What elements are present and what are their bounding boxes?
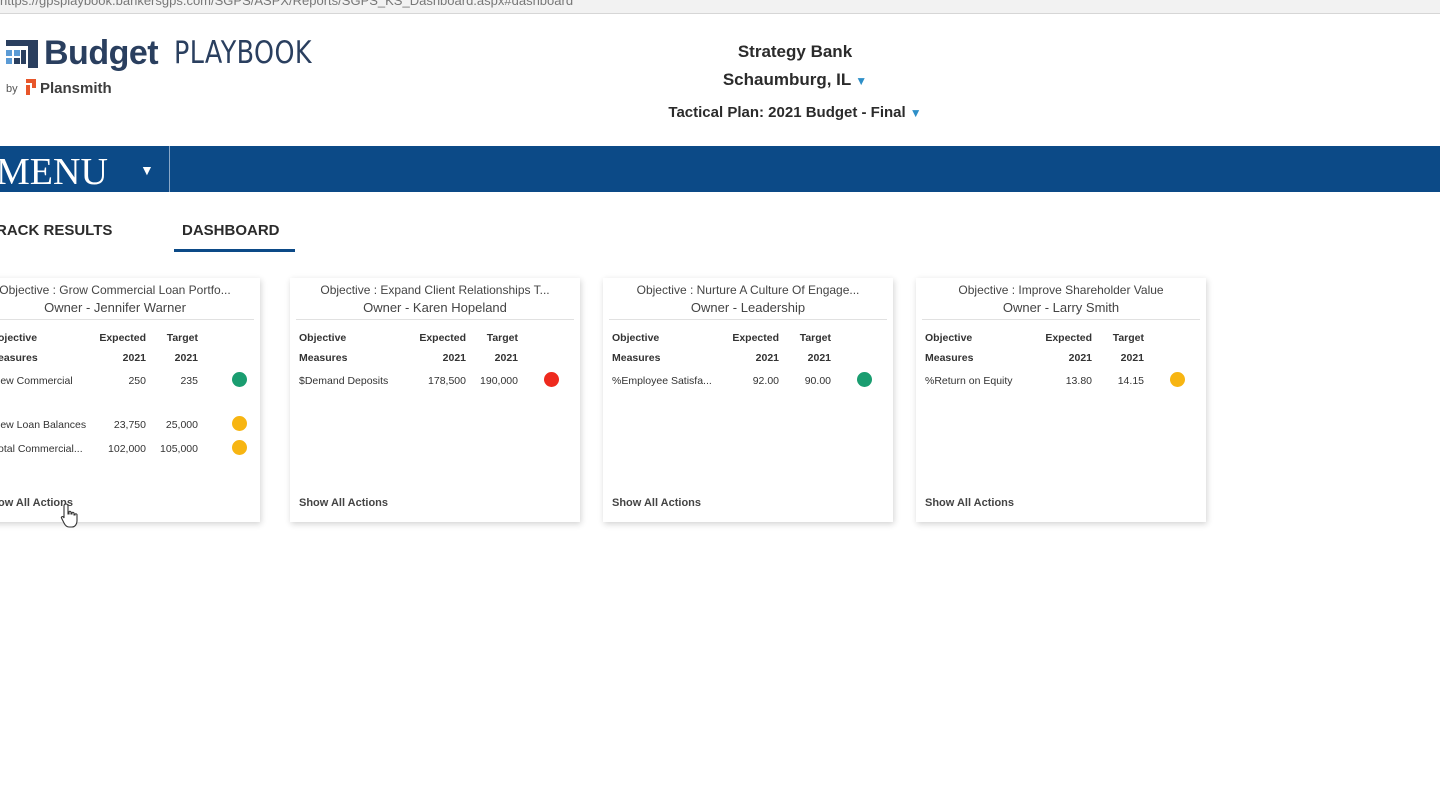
col-measures-header: Measures — [299, 352, 348, 364]
status-indicator-yellow — [1170, 372, 1185, 387]
col-expected-year: 2021 — [122, 352, 146, 364]
menu-button[interactable]: MENU ▼ — [0, 146, 170, 193]
hand-cursor-icon — [60, 503, 78, 528]
col-objective-header: Objective — [612, 332, 660, 344]
objective-card: Objective : Expand Client Relationships … — [290, 278, 580, 522]
objective-card: Objective : Improve Shareholder Value Own… — [916, 278, 1206, 522]
measure-name[interactable]: $Demand Deposits — [299, 375, 389, 387]
objective-card: Objective : Grow Commercial Loan Portfo.… — [0, 278, 260, 522]
col-target-header: Target — [1112, 332, 1144, 344]
show-all-actions-link[interactable]: Show All Actions — [299, 497, 389, 509]
bank-name: Strategy Bank — [737, 42, 853, 61]
card-divider — [0, 319, 254, 320]
logo-by-text: by — [6, 83, 18, 95]
measure-expected: 92.00 — [752, 375, 779, 387]
card-objective-title[interactable]: Objective : Nurture A Culture Of Engage.… — [636, 283, 860, 297]
col-objective-header: ojective — [0, 332, 38, 344]
logo-playbook-text: PLAYBOOK — [174, 35, 312, 71]
measure-expected: 102,000 — [108, 443, 146, 455]
measure-name[interactable]: lew Loan Balances — [0, 419, 87, 431]
status-indicator-green — [857, 372, 872, 387]
caret-down-icon: ▼ — [140, 162, 154, 178]
measure-expected: 178,500 — [428, 375, 466, 387]
status-indicator-green — [232, 372, 247, 387]
menu-bar: MENU ▼ — [0, 146, 1440, 193]
status-indicator-yellow — [232, 416, 247, 431]
objective-card: Objective : Nurture A Culture Of Engage.… — [603, 278, 893, 522]
col-measures-header: easures — [0, 352, 38, 364]
card-divider — [922, 319, 1200, 320]
card-header: Objective : Grow Commercial Loan Portfo.… — [0, 282, 260, 316]
col-target-header: Target — [799, 332, 831, 344]
show-all-actions-link[interactable]: ow All Actions — [0, 497, 73, 509]
url-text: https://gpsplaybook.bankersgps.com/SGPS/… — [0, 0, 574, 8]
caret-down-icon[interactable]: ▼ — [855, 74, 868, 88]
card-divider — [296, 319, 574, 320]
card-objective-title[interactable]: Objective : Expand Client Relationships … — [320, 283, 550, 297]
col-expected-year: 2021 — [755, 352, 779, 364]
measure-name[interactable]: %Employee Satisfa... — [612, 375, 712, 387]
col-objective-header: Objective — [925, 332, 973, 344]
logo-plansmith-text: Plansmith — [40, 80, 112, 97]
col-expected-header: Expected — [1045, 332, 1092, 344]
logo-budget-text: Budget — [44, 34, 159, 72]
menu-label: MENU — [0, 151, 108, 193]
browser-url-bar[interactable]: https://gpsplaybook.bankersgps.com/SGPS/… — [0, 0, 1440, 14]
show-all-actions-link[interactable]: Show All Actions — [612, 497, 702, 509]
status-indicator-yellow — [232, 440, 247, 455]
measure-target: 190,000 — [480, 375, 518, 387]
card-objective-title[interactable]: Objective : Improve Shareholder Value — [958, 283, 1164, 297]
card-owner: Owner - Karen Hopeland — [363, 300, 507, 315]
col-expected-year: 2021 — [1068, 352, 1092, 364]
measure-target: 25,000 — [165, 419, 198, 431]
card-header: Objective : Expand Client Relationships … — [290, 282, 580, 316]
col-expected-header: Expected — [732, 332, 779, 344]
plan-text: Tactical Plan: 2021 Budget - Final — [668, 104, 906, 121]
card-objective-title[interactable]: Objective : Grow Commercial Loan Portfo.… — [0, 283, 231, 297]
col-target-year: 2021 — [807, 352, 831, 364]
col-target-year: 2021 — [1120, 352, 1144, 364]
location-text: Schaumburg, IL — [722, 70, 852, 89]
measure-name[interactable]: %Return on Equity — [925, 375, 1013, 387]
card-header: Objective : Improve Shareholder Value Own… — [916, 282, 1206, 316]
measure-expected: 13.80 — [1065, 375, 1092, 387]
tab-track-results[interactable]: RACK RESULTS — [0, 222, 113, 239]
measure-target: 14.15 — [1117, 375, 1144, 387]
card-owner: Owner - Jennifer Warner — [44, 300, 186, 315]
col-expected-header: Expected — [99, 332, 146, 344]
col-objective-header: Objective — [299, 332, 347, 344]
card-header: Objective : Nurture A Culture Of Engage.… — [603, 282, 893, 316]
col-measures-header: Measures — [925, 352, 974, 364]
col-target-year: 2021 — [494, 352, 518, 364]
measure-name[interactable]: otal Commercial... — [0, 443, 83, 455]
tab-dashboard[interactable]: DASHBOARD — [182, 222, 280, 239]
plan-selector[interactable]: Tactical Plan: 2021 Budget - Final ▼ — [560, 104, 1030, 121]
card-owner: Owner - Leadership — [690, 300, 806, 315]
card-divider — [609, 319, 887, 320]
status-indicator-red — [544, 372, 559, 387]
caret-down-icon[interactable]: ▼ — [909, 106, 922, 120]
col-target-year: 2021 — [174, 352, 198, 364]
active-tab-indicator — [174, 249, 295, 252]
budget-playbook-logo-icon — [6, 40, 38, 68]
col-expected-header: Expected — [419, 332, 466, 344]
col-measures-header: Measures — [612, 352, 661, 364]
measure-target: 90.00 — [804, 375, 831, 387]
col-target-header: Target — [166, 332, 198, 344]
measure-target: 105,000 — [160, 443, 198, 455]
measure-expected: 250 — [128, 375, 146, 387]
col-expected-year: 2021 — [442, 352, 466, 364]
show-all-actions-link[interactable]: Show All Actions — [925, 497, 1015, 509]
card-owner: Owner - Larry Smith — [1002, 300, 1120, 315]
measure-target: 235 — [180, 375, 198, 387]
col-target-header: Target — [486, 332, 518, 344]
plansmith-icon — [26, 79, 36, 95]
location-selector[interactable]: Schaumburg, IL ▼ — [560, 70, 1030, 90]
measure-expected: 23,750 — [113, 419, 146, 431]
measure-name[interactable]: lew Commercial — [0, 375, 73, 387]
